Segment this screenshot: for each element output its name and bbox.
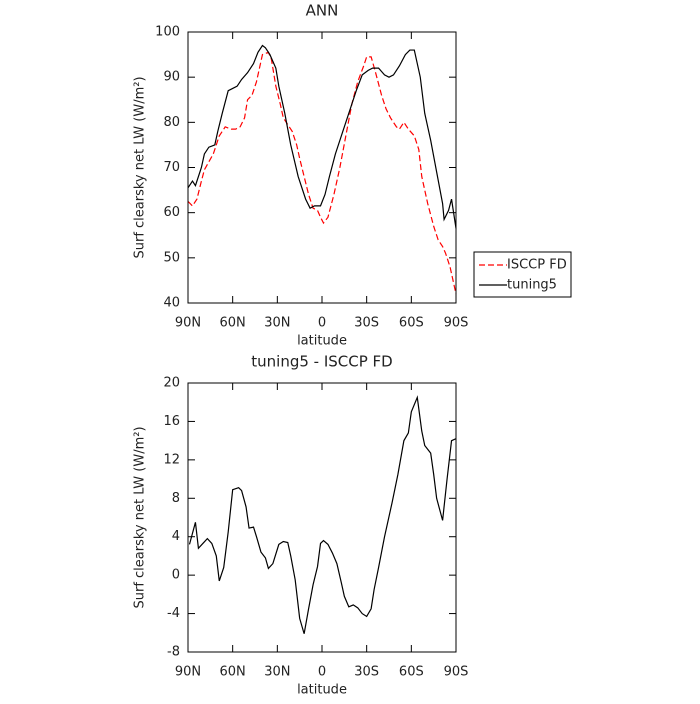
x-tick-label: 30N [264, 316, 290, 331]
x-tick-label: 30S [354, 316, 379, 331]
x-tick-label: 30S [354, 665, 379, 680]
plot-frame [187, 382, 457, 653]
x-tick-label: 90N [175, 665, 201, 680]
y-tick-label: 0 [172, 568, 180, 583]
x-tick-label: 60S [399, 316, 424, 331]
y-tick-label: 4 [172, 529, 180, 544]
y-tick-label: 90 [163, 70, 180, 85]
plot-frame [187, 31, 457, 304]
y-tick-label: 12 [163, 452, 180, 467]
y-tick-label: 40 [163, 296, 180, 311]
y-tick-label: 20 [163, 376, 180, 391]
x-tick-label: 60S [399, 665, 424, 680]
y-tick-label: 70 [163, 160, 180, 175]
x-tick-label: 90N [175, 316, 201, 331]
x-tick-label: 0 [318, 665, 326, 680]
data-line [187, 51, 457, 295]
y-tick-label: 16 [163, 414, 180, 429]
x-tick-label: 90S [444, 665, 469, 680]
y-tick-label: -4 [167, 606, 180, 621]
x-tick-label: 30N [264, 665, 290, 680]
y-tick-label: 100 [155, 25, 180, 40]
x-axis-label: latitude [297, 334, 347, 349]
x-tick-label: 0 [318, 316, 326, 331]
x-tick-label: 60N [220, 316, 246, 331]
legend-box [473, 251, 572, 298]
y-tick-label: 80 [163, 115, 180, 130]
y-axis-label: Surf clearsky net LW (W/m²) [133, 76, 148, 258]
chart-title: tuning5 - ISCCP FD [251, 353, 392, 371]
data-line [188, 395, 457, 634]
y-tick-label: 60 [163, 205, 180, 220]
legend-label: tuning5 [507, 278, 557, 293]
y-tick-label: 50 [163, 250, 180, 265]
y-axis-label: Surf clearsky net LW (W/m²) [133, 426, 148, 608]
x-axis-label: latitude [297, 683, 347, 698]
x-tick-label: 60N [220, 665, 246, 680]
chart-title: ANN [306, 2, 339, 20]
x-tick-label: 90S [444, 316, 469, 331]
y-tick-label: 8 [172, 491, 180, 506]
y-tick-label: -8 [167, 645, 180, 660]
data-line [187, 44, 457, 229]
legend-label: ISCCP FD [507, 258, 567, 273]
